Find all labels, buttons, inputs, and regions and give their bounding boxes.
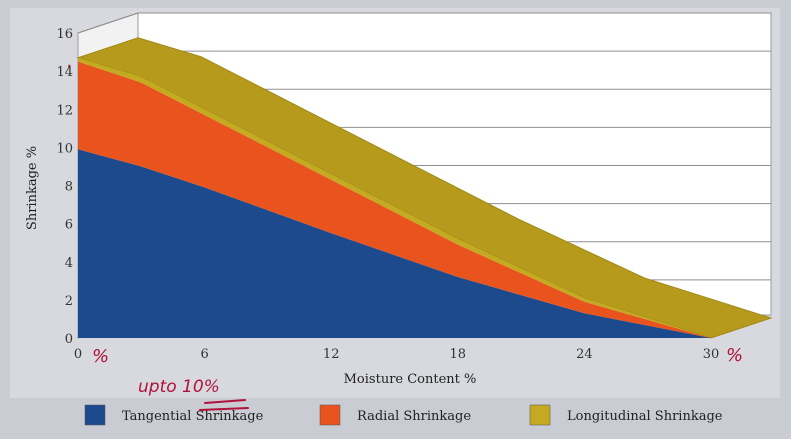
y-tick-label: 4 [65,256,73,271]
y-tick-label: 16 [56,27,73,42]
annotation-underline [199,399,249,411]
y-tick-label: 12 [56,103,73,118]
legend-swatch [84,404,106,426]
y-tick-label: 2 [65,294,73,309]
gridline [77,12,771,34]
x-tick-label: 6 [200,347,208,362]
legend-label: Longitudinal Shrinkage [567,409,723,424]
y-tick-label: 10 [56,141,73,156]
legend: Tangential Shrinkage Radial Shrinkage Long… [84,404,723,426]
x-tick-label: 24 [576,347,593,362]
annotation-x30-percent: % [726,345,743,366]
x-tick-label: 12 [323,347,340,362]
x-tick-label: 18 [450,347,467,362]
y-tick-label: 8 [65,180,73,195]
legend-label: Tangential Shrinkage [122,409,264,424]
area-longitudinal-shrinkage [78,57,711,338]
area-radial-shrinkage [78,61,711,338]
x-axis-label: Moisture Content % [344,372,477,387]
y-axis-label: Shrinkage % [25,146,40,230]
annotation-x0-percent: % [92,346,109,367]
annotation-upto-10: upto 10% [138,377,220,397]
legend-swatch [529,404,551,426]
y-tick-label: 14 [56,65,73,80]
area-tangential-shrinkage [78,149,711,338]
legend-label: Radial Shrinkage [357,409,471,424]
x-tick-label: 0 [74,347,82,362]
annotation-dot: · [66,56,72,77]
y-tick-label: 6 [65,218,73,233]
y-tick-label: 0 [65,332,73,347]
legend-swatch [319,404,341,426]
x-tick-label: 30 [703,347,720,362]
